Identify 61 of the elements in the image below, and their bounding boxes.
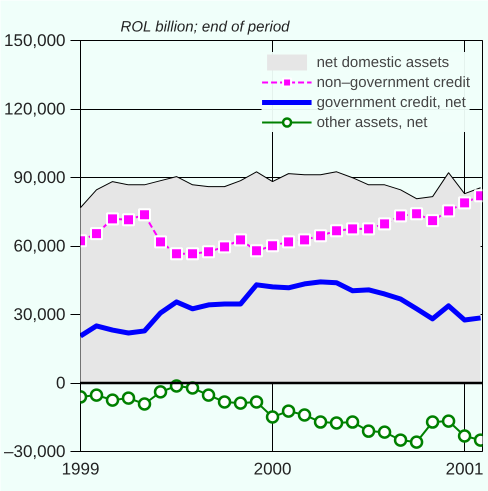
point	[330, 416, 344, 430]
point	[282, 235, 296, 248]
point	[122, 391, 136, 405]
point	[250, 244, 264, 258]
point	[154, 385, 168, 399]
legend-label: net domestic assets	[316, 54, 450, 70]
point	[202, 245, 216, 258]
x-tick-label: 2000	[254, 460, 292, 478]
x-tick-label: 1999	[62, 460, 100, 478]
point	[186, 247, 200, 260]
point	[90, 227, 104, 240]
point	[266, 410, 280, 424]
point	[234, 233, 248, 246]
point	[378, 217, 392, 230]
point	[234, 396, 248, 410]
point	[346, 415, 360, 429]
point	[106, 212, 120, 226]
y-tick-label: 30,000	[14, 305, 66, 324]
point	[106, 393, 120, 407]
point	[314, 229, 328, 242]
point	[170, 247, 184, 260]
point	[426, 415, 440, 429]
point	[218, 395, 232, 409]
point	[362, 424, 376, 438]
point	[330, 224, 344, 238]
point	[282, 404, 296, 418]
y-tick-label: 120,000	[4, 100, 66, 118]
legend-label: government credit, net	[316, 94, 466, 110]
point	[362, 222, 376, 236]
point	[394, 433, 408, 447]
point	[442, 204, 456, 218]
y-tick-label: 60,000	[14, 236, 66, 256]
point	[346, 222, 360, 236]
y-tick-label: –30,000	[4, 442, 66, 461]
y-tick-label: 150,000	[4, 31, 66, 50]
point	[202, 388, 216, 402]
point	[442, 414, 456, 428]
legend-label: non–government credit	[316, 74, 470, 90]
point	[218, 240, 232, 254]
point	[378, 425, 392, 439]
legend-label: other assets, net	[316, 114, 428, 130]
point	[266, 239, 280, 252]
x-tick-label: 2001	[446, 460, 484, 478]
point	[410, 435, 424, 449]
point	[138, 208, 152, 222]
point	[458, 429, 472, 443]
point	[90, 388, 104, 402]
point	[250, 395, 264, 409]
point	[394, 209, 408, 222]
point	[458, 196, 472, 210]
point	[410, 207, 424, 220]
point	[154, 235, 168, 248]
y-tick-label: 0	[56, 374, 66, 392]
chart-title: ROL billion; end of period	[120, 18, 290, 36]
point	[298, 233, 312, 246]
point	[122, 213, 136, 226]
point	[314, 415, 328, 429]
point	[138, 397, 152, 411]
point	[426, 214, 440, 228]
y-tick-label: 90,000	[14, 168, 66, 187]
point	[298, 408, 312, 422]
